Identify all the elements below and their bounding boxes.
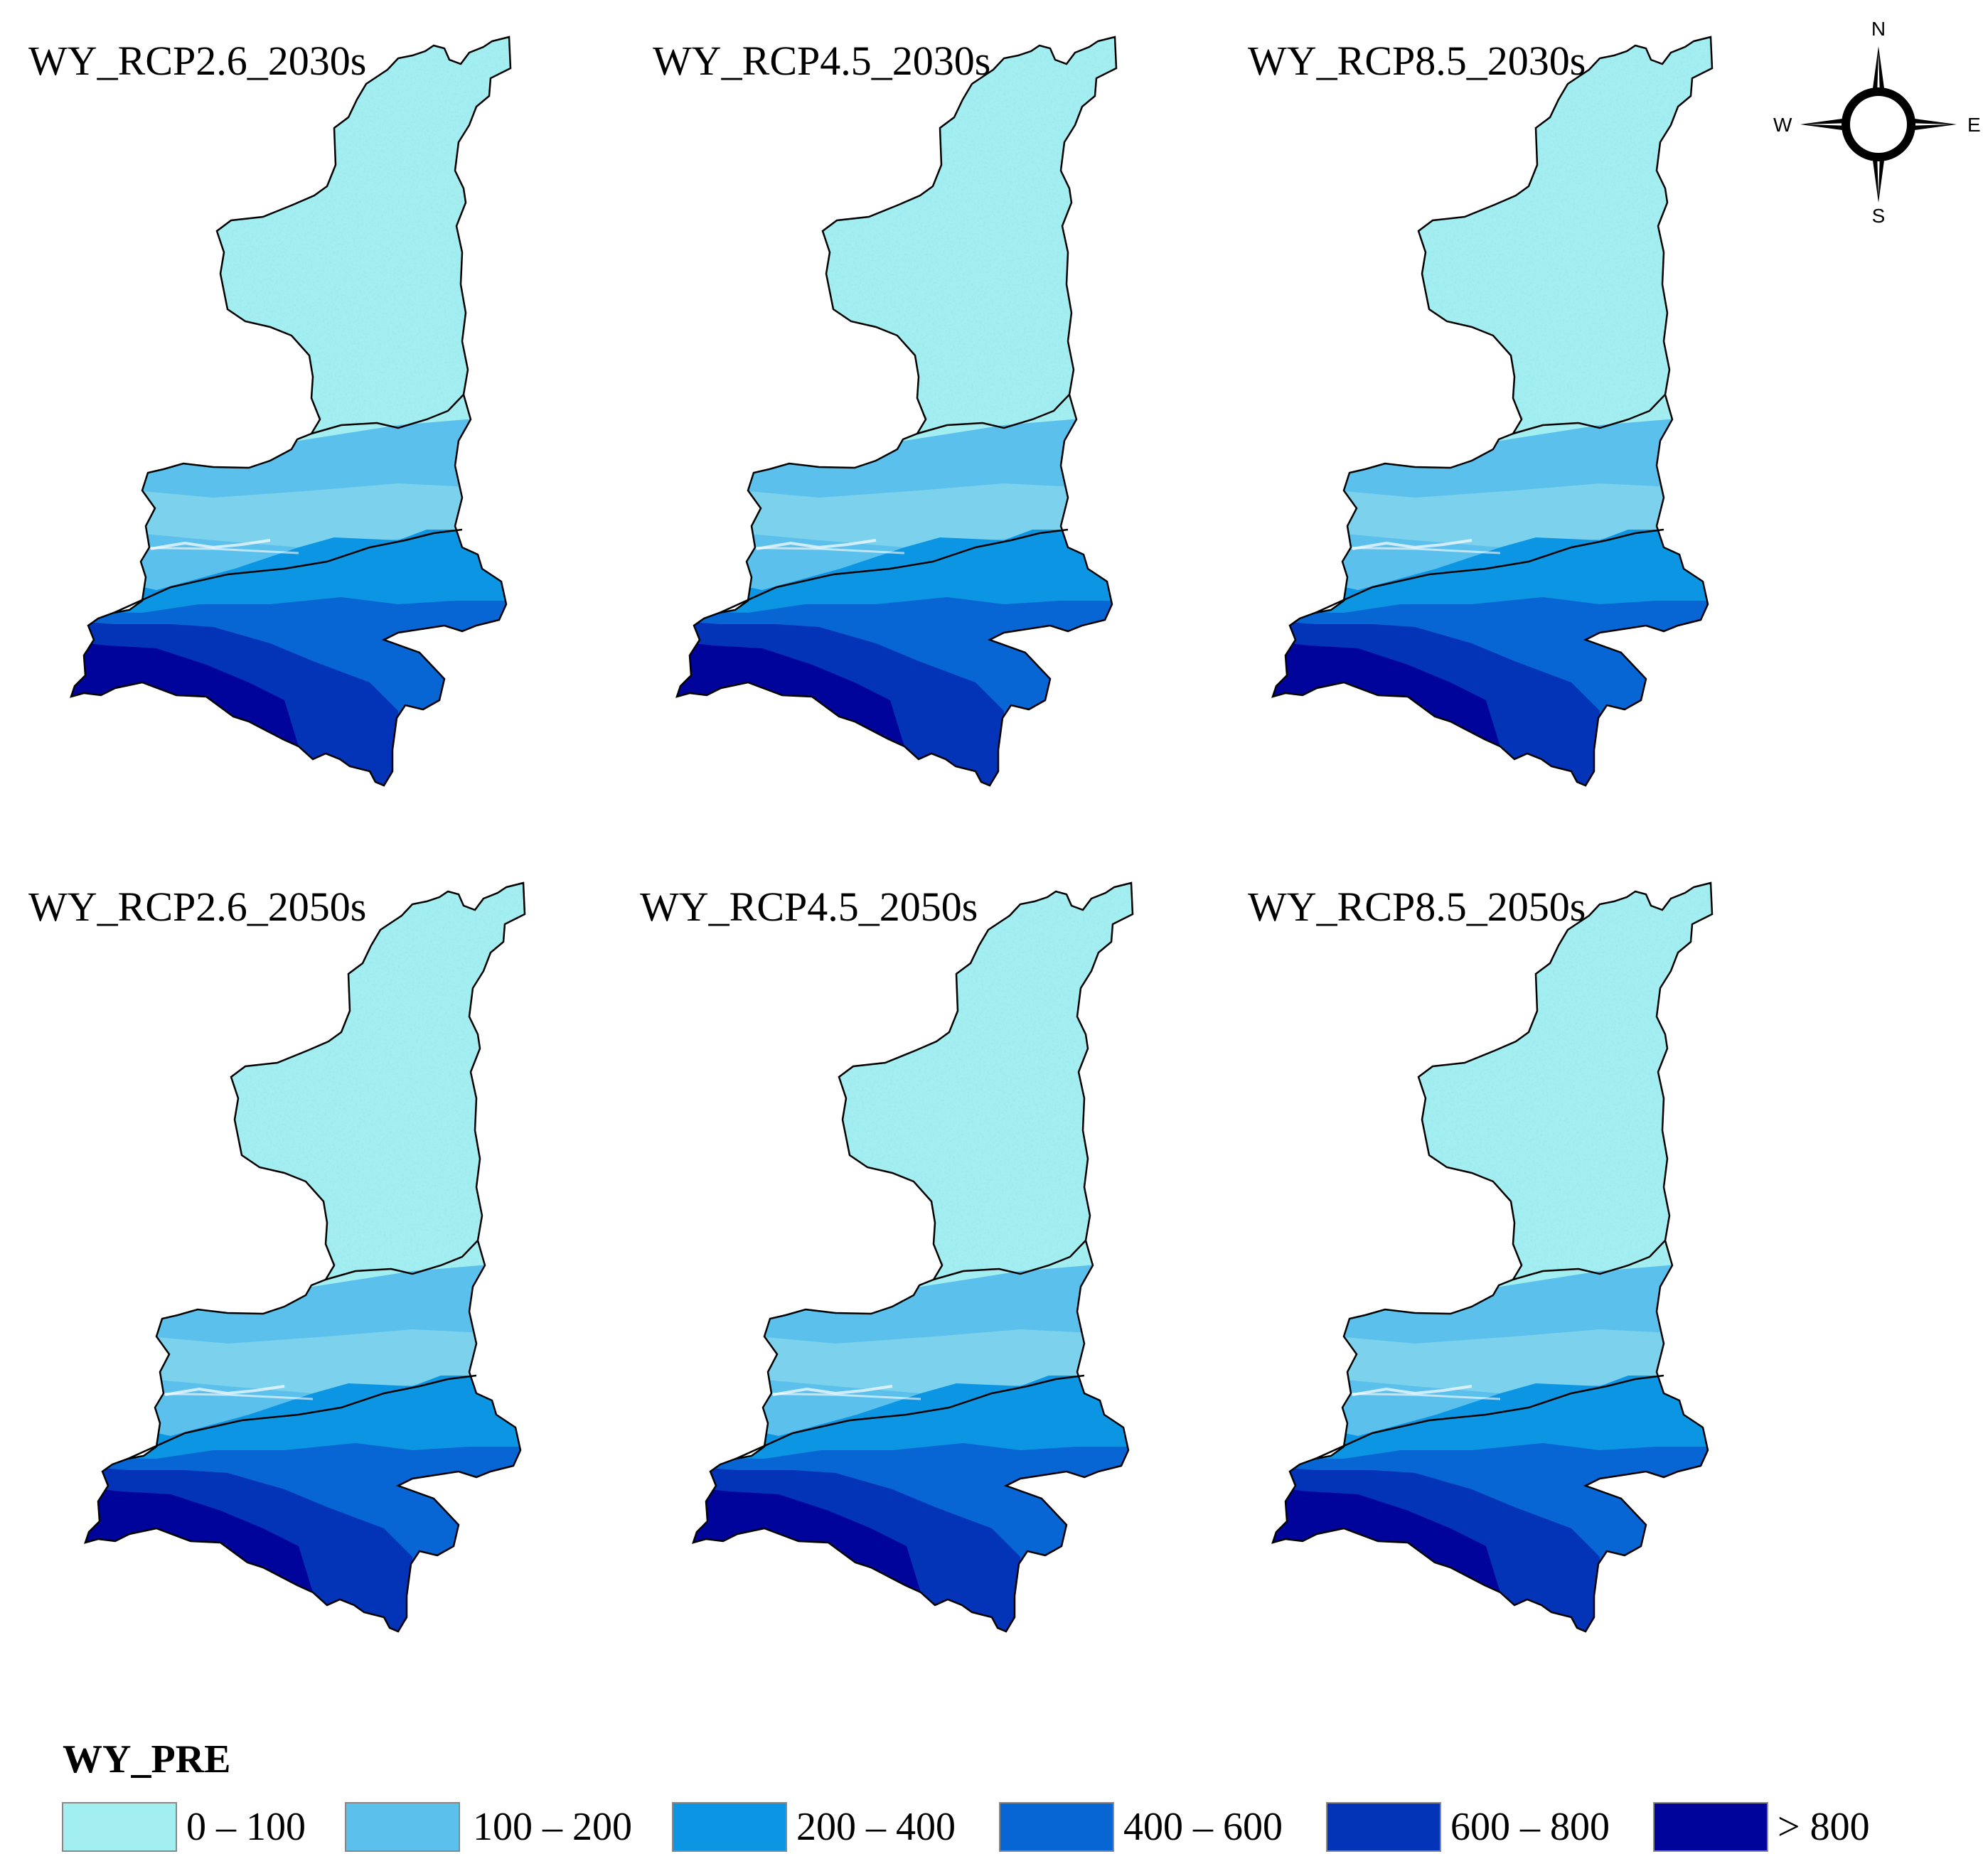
compass-s-label: S xyxy=(1872,205,1886,227)
legend-item-4: 600 – 800 xyxy=(1326,1802,1610,1852)
map-title: WY_RCP2.6_2050s xyxy=(28,884,366,930)
legend-item-1: 100 – 200 xyxy=(345,1802,632,1852)
legend-item-5: > 800 xyxy=(1653,1802,1870,1852)
legend-swatch xyxy=(672,1802,787,1852)
compass-n-label: N xyxy=(1871,18,1886,40)
legend-label: > 800 xyxy=(1778,1805,1870,1849)
map-panel-rcp26-2050s: WY_RCP2.6_2050s xyxy=(28,874,555,1642)
north-arrow-icon: N S E W xyxy=(1773,18,1981,227)
legend-item-0: 0 – 100 xyxy=(62,1802,306,1852)
map-panel-rcp45-2050s: WY_RCP4.5_2050s xyxy=(640,874,1162,1642)
map-panel-rcp85-2050s: WY_RCP8.5_2050s xyxy=(1248,874,1742,1642)
legend-swatch xyxy=(62,1802,177,1852)
legend-label: 100 – 200 xyxy=(473,1805,632,1849)
map-title: WY_RCP4.5_2030s xyxy=(653,38,990,84)
legend-item-2: 200 – 400 xyxy=(672,1802,956,1852)
legend: WY_PRE 0 – 100 100 – 200 200 – 400 400 –… xyxy=(62,1737,1870,1852)
legend-swatch xyxy=(345,1802,460,1852)
legend-title: WY_PRE xyxy=(63,1737,230,1781)
compass-e-label: E xyxy=(1967,114,1981,136)
map-title: WY_RCP2.6_2030s xyxy=(28,38,366,84)
legend-swatch xyxy=(1326,1802,1441,1852)
map-panel-rcp45-2030s: WY_RCP4.5_2030s xyxy=(653,28,1146,796)
map-panel-rcp26-2030s: WY_RCP2.6_2030s xyxy=(28,28,540,796)
map-title: WY_RCP8.5_2050s xyxy=(1248,884,1586,930)
legend-label: 600 – 800 xyxy=(1450,1805,1610,1849)
map-title: WY_RCP4.5_2050s xyxy=(640,884,978,930)
map-title: WY_RCP8.5_2030s xyxy=(1248,38,1586,84)
legend-label: 400 – 600 xyxy=(1123,1805,1283,1849)
legend-swatch xyxy=(1653,1802,1768,1852)
compass-w-label: W xyxy=(1773,114,1792,136)
legend-item-3: 400 – 600 xyxy=(999,1802,1283,1852)
legend-label: 200 – 400 xyxy=(796,1805,956,1849)
map-panel-rcp85-2030s: WY_RCP8.5_2030s xyxy=(1248,28,1742,796)
legend-swatch xyxy=(999,1802,1114,1852)
legend-label: 0 – 100 xyxy=(186,1805,306,1849)
